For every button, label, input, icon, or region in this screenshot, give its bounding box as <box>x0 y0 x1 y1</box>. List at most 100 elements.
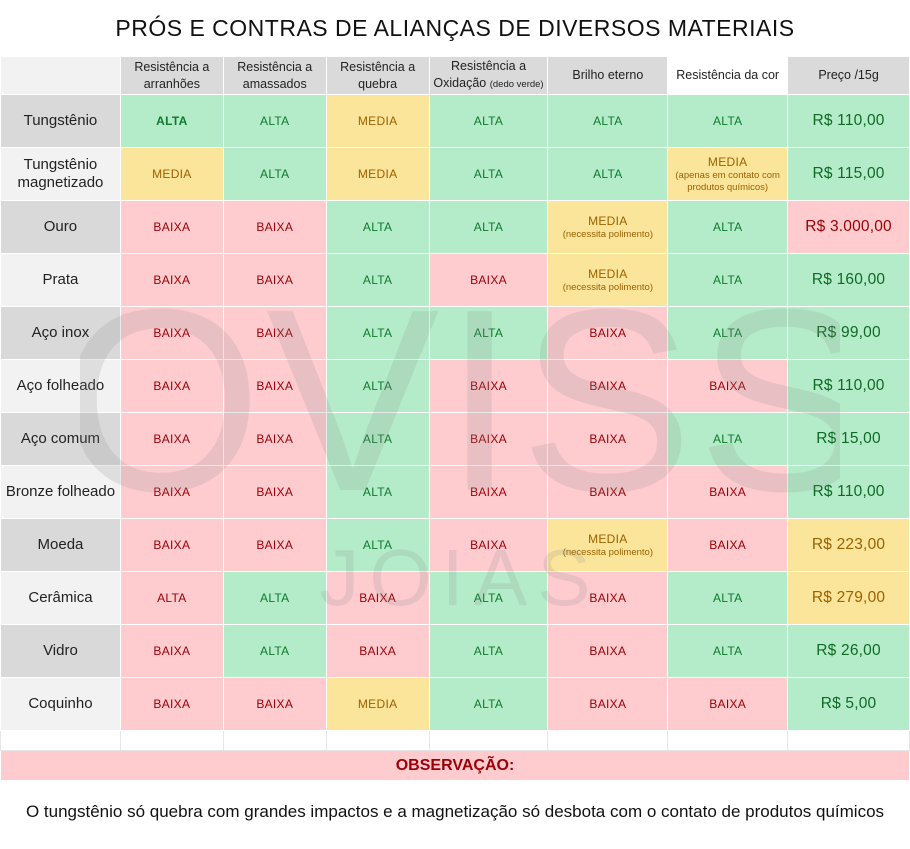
rating-cell: BAIXA <box>667 518 789 572</box>
header-color-resistance: Resistência da cor <box>667 56 789 95</box>
table-row: Moeda BAIXA BAIXA ALTA BAIXA MEDIA (necessita … <box>0 518 910 572</box>
rating-cell: ALTA <box>547 147 669 201</box>
table-row: Tungstênio ALTA ALTA MEDIA ALTA ALTA ALTA R$ 11… <box>0 94 910 148</box>
material-name: Aço comum <box>0 412 121 466</box>
rating-cell: BAIXA <box>428 465 549 519</box>
header-oxidation-resistance: Resistência a Oxidação (dedo verde) <box>428 56 549 95</box>
price-cell: R$ 15,00 <box>787 412 910 466</box>
rating-cell: BAIXA <box>222 306 327 360</box>
header-dent-resistance: Resistência a amassados <box>222 56 327 95</box>
observation-row: O tungstênio só quebra com grandes impac… <box>0 780 910 843</box>
page-title: PRÓS E CONTRAS DE ALIANÇAS DE DIVERSOS M… <box>115 14 795 41</box>
price-cell: R$ 115,00 <box>787 147 910 201</box>
rating-cell: ALTA <box>667 200 789 254</box>
rating-cell: ALTA <box>325 465 430 519</box>
rating-cell: ALTA <box>325 518 430 572</box>
rating-cell: ALTA <box>222 94 327 148</box>
rating-cell: BAIXA <box>428 518 549 572</box>
rating-cell: BAIXA <box>325 571 430 625</box>
rating-note: (apenas em contato com produtos químicos… <box>675 169 780 193</box>
rating-cell: BAIXA <box>222 359 327 413</box>
rating-cell: BAIXA <box>119 200 224 254</box>
rating-cell: MEDIA (apenas em contato com produtos quí… <box>667 147 789 201</box>
header-break-resistance: Resistência a quebra <box>325 56 430 95</box>
material-name: Vidro <box>0 624 121 678</box>
rating-cell: MEDIA <box>325 94 430 148</box>
rating-cell: BAIXA <box>119 253 224 307</box>
material-name: Ouro <box>0 200 121 254</box>
rating-cell: BAIXA <box>547 624 669 678</box>
material-name: Coquinho <box>0 677 121 731</box>
price-cell: R$ 160,00 <box>787 253 910 307</box>
spacer-row <box>0 730 910 751</box>
rating-cell: ALTA <box>119 94 224 148</box>
corner-cell <box>0 56 121 95</box>
rating-cell: BAIXA <box>222 253 327 307</box>
observation-heading: OBSERVAÇÃO: <box>0 750 910 781</box>
rating-cell: ALTA <box>325 306 430 360</box>
rating-cell: ALTA <box>667 94 789 148</box>
rating-cell: BAIXA <box>119 518 224 572</box>
rating-cell: BAIXA <box>222 412 327 466</box>
table-row: Aço inox BAIXA BAIXA ALTA ALTA BAIXA ALTA R$ 99… <box>0 306 910 360</box>
rating-cell: ALTA <box>222 624 327 678</box>
rating-cell: BAIXA <box>222 677 327 731</box>
rating-cell: ALTA <box>667 571 789 625</box>
material-name: Bronze folheado <box>0 465 121 519</box>
rating-cell: ALTA <box>325 253 430 307</box>
rating-cell: BAIXA <box>119 624 224 678</box>
rating-cell: MEDIA <box>119 147 224 201</box>
table-row: Vidro BAIXA ALTA BAIXA ALTA BAIXA ALTA R$ 26,00 <box>0 624 910 678</box>
rating-cell: ALTA <box>428 571 549 625</box>
rating-cell: BAIXA <box>119 306 224 360</box>
comparison-table: Resistência a arranhões Resistência a amas… <box>0 56 910 843</box>
rating-cell: ALTA <box>428 624 549 678</box>
rating-cell: BAIXA <box>119 359 224 413</box>
material-name: Tungstênio magnetizado <box>0 147 121 201</box>
rating-cell: ALTA <box>547 94 669 148</box>
rating-cell: ALTA <box>222 571 327 625</box>
table-row: Cerâmica ALTA ALTA BAIXA ALTA BAIXA ALTA R$ 279… <box>0 571 910 625</box>
material-name: Moeda <box>0 518 121 572</box>
table-row: Aço comum BAIXA BAIXA ALTA BAIXA BAIXA ALTA R$ … <box>0 412 910 466</box>
rating-cell: MEDIA (necessita polimento) <box>547 253 669 307</box>
observation-text: O tungstênio só quebra com grandes impac… <box>0 780 910 843</box>
table-row: Coquinho BAIXA BAIXA MEDIA ALTA BAIXA BAIXA R$ … <box>0 677 910 731</box>
rating-cell: BAIXA <box>119 465 224 519</box>
header-row: Resistência a arranhões Resistência a amas… <box>0 56 910 95</box>
material-name: Prata <box>0 253 121 307</box>
rating-cell: BAIXA <box>222 518 327 572</box>
rating-cell: MEDIA <box>325 147 430 201</box>
price-cell: R$ 223,00 <box>787 518 910 572</box>
table-row: Prata BAIXA BAIXA ALTA BAIXA MEDIA (necessita … <box>0 253 910 307</box>
rating-cell: ALTA <box>667 624 789 678</box>
material-name: Aço inox <box>0 306 121 360</box>
price-cell: R$ 110,00 <box>787 94 910 148</box>
rating-note: (necessita polimento) <box>562 281 653 293</box>
rating-cell: BAIXA <box>119 677 224 731</box>
material-name: Tungstênio <box>0 94 121 148</box>
table-row: Bronze folheado BAIXA BAIXA ALTA BAIXA BAIXA B… <box>0 465 910 519</box>
rating-cell: BAIXA <box>547 359 669 413</box>
rating-cell: BAIXA <box>428 359 549 413</box>
rating-cell: BAIXA <box>325 624 430 678</box>
price-cell: R$ 110,00 <box>787 359 910 413</box>
table-row: Tungstênio magnetizado MEDIA ALTA MEDIA ALTA A… <box>0 147 910 201</box>
rating-cell: BAIXA <box>547 677 669 731</box>
price-cell: R$ 110,00 <box>787 465 910 519</box>
material-name: Aço folheado <box>0 359 121 413</box>
header-scratch-resistance: Resistência a arranhões <box>119 56 224 95</box>
table-body: Tungstênio ALTA ALTA MEDIA ALTA ALTA ALTA R$ 11… <box>0 94 910 731</box>
rating-cell: ALTA <box>428 147 549 201</box>
rating-cell: ALTA <box>428 677 549 731</box>
header-eternal-shine: Brilho eterno <box>547 56 669 95</box>
rating-cell: BAIXA <box>547 571 669 625</box>
rating-cell: BAIXA <box>667 677 789 731</box>
price-cell: R$ 99,00 <box>787 306 910 360</box>
price-cell: R$ 26,00 <box>787 624 910 678</box>
table-row: Aço folheado BAIXA BAIXA ALTA BAIXA BAIXA BAIX… <box>0 359 910 413</box>
rating-cell: BAIXA <box>667 465 789 519</box>
rating-cell: ALTA <box>428 306 549 360</box>
price-cell: R$ 3.000,00 <box>787 200 910 254</box>
rating-cell: ALTA <box>222 147 327 201</box>
